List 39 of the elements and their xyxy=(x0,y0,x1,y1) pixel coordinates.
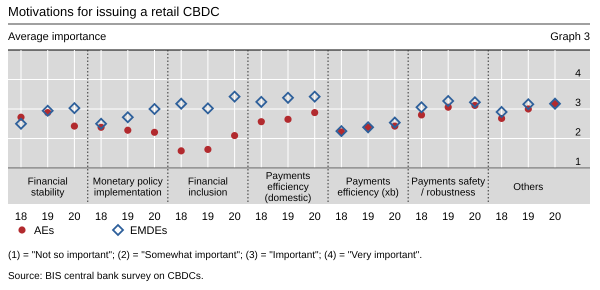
caption: Graph 3 xyxy=(550,31,590,43)
text: Payments safety / robustness xyxy=(411,176,486,198)
y-tick-label: 4 xyxy=(575,68,582,80)
x-tick-label: 19 xyxy=(282,211,294,223)
text: Financial stability xyxy=(28,176,68,198)
source-note: Source: BIS central bank survey on CBDCs. xyxy=(8,271,204,282)
x-tick-label: 18 xyxy=(255,211,268,223)
text: Others xyxy=(513,182,544,193)
legend-label: AEs xyxy=(34,225,55,237)
text: Payments efficiency (domestic) xyxy=(264,171,312,204)
x-tick-label: 20 xyxy=(468,211,482,223)
x-tick-label: 20 xyxy=(308,211,321,223)
text: Payments efficiency (xb) xyxy=(337,176,399,198)
x-tick-label: 19 xyxy=(202,211,214,223)
text: (1) = "Not so important"; (2) = "Somewhat important"; (3) = "Important"; (4) = "Very important". xyxy=(8,250,422,261)
text: Monetary policy implementation xyxy=(92,176,163,198)
x-tick-label: 19 xyxy=(362,211,374,223)
x-tick-label: 18 xyxy=(175,211,188,223)
y-axis-title: Average importance xyxy=(8,31,106,43)
y-tick-label: 1 xyxy=(575,156,582,168)
x-tick-label: 18 xyxy=(14,211,28,223)
x-tick-label: 18 xyxy=(335,211,348,223)
y-tick-label: 3 xyxy=(575,97,582,109)
x-tick-label: 19 xyxy=(122,211,134,223)
legend-label: EMDEs xyxy=(130,225,168,237)
x-tick-label: 19 xyxy=(522,211,534,223)
x-tick-label: 20 xyxy=(68,211,81,223)
x-tick-label: 20 xyxy=(388,211,401,223)
x-tick-label: 19 xyxy=(42,211,54,223)
x-tick-label: 19 xyxy=(442,211,454,223)
x-tick-label: 18 xyxy=(495,211,508,223)
y-tick-label: 2 xyxy=(575,126,582,138)
x-tick-label: 18 xyxy=(415,211,428,223)
text: Financial inclusion xyxy=(188,176,228,198)
x-tick-label: 20 xyxy=(228,211,241,223)
x-tick-label: 18 xyxy=(94,211,108,223)
x-tick-label: 20 xyxy=(548,211,562,223)
x-tick-label: 20 xyxy=(148,211,161,223)
chart-title: Motivations for issuing a retail CBDC xyxy=(8,4,220,19)
